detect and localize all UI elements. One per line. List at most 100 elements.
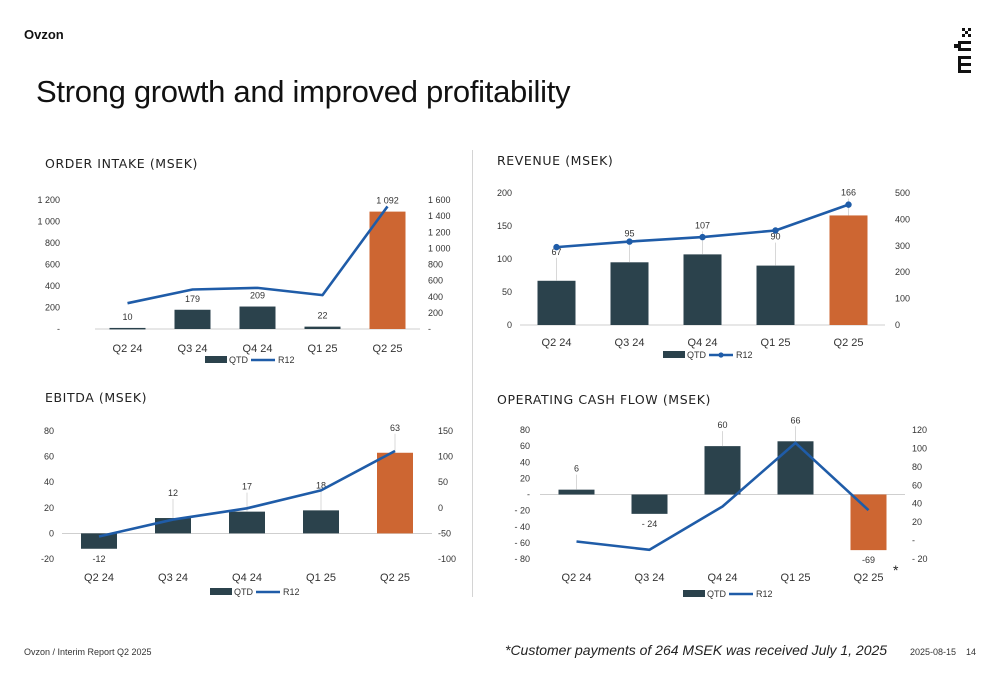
chart4-r12-line [576, 441, 870, 552]
chart4-bar-data-label: 6 [574, 464, 579, 474]
chart4-right-axis-tick: - 20 [912, 554, 928, 564]
chart2-right-axis-tick: 100 [895, 294, 910, 304]
chart1-right-axis-tick: 200 [428, 308, 443, 318]
chart3-left-axis-tick: 80 [44, 426, 54, 436]
chart4-right-axis-tick: 40 [912, 499, 922, 509]
chart1-right-axis-tick: 600 [428, 276, 443, 286]
chart2-r12-marker [699, 233, 706, 241]
chart1-legend-qtd-swatch [205, 356, 227, 363]
chart2-category-label: Q4 24 [688, 337, 718, 349]
chart4-bar [777, 441, 814, 495]
chart2-bar-data-label: 107 [695, 220, 710, 230]
chart1-category-label: Q1 25 [308, 343, 338, 355]
chart2-legend-qtd-label: QTD [687, 350, 706, 360]
q2-25-footnote-marker: * [893, 562, 899, 578]
chart2-bar [829, 215, 868, 325]
chart3-bar [81, 533, 117, 549]
chart2-right-axis-tick: 500 [895, 188, 910, 198]
chart2-bar-data-label: 95 [624, 228, 634, 238]
chart4-bar [558, 489, 595, 495]
chart1-left-axis-tick: 400 [45, 281, 60, 291]
chart2-legend-qtd-swatch [663, 351, 685, 358]
chart4-right-axis-tick: 60 [912, 480, 922, 490]
chart1-r12-line [127, 205, 389, 305]
brand-name: Ovzon [24, 27, 64, 42]
chart3-category-label: Q3 24 [158, 572, 188, 584]
chart4-legend-r12-label: R12 [756, 589, 773, 599]
chart1-left-axis-tick: 800 [45, 238, 60, 248]
chart3-left-axis-tick: 20 [44, 503, 54, 513]
operating-cash-flow-chart-title: OPERATING CASH FLOW (MSEK) [497, 392, 712, 407]
chart1-bar [109, 327, 146, 330]
chart3-left-axis-tick: 60 [44, 452, 54, 462]
chart1-right-axis-tick: 1 200 [428, 227, 451, 237]
chart2-category-label: Q1 25 [761, 337, 791, 349]
chart4-bar [704, 446, 741, 495]
chart3-bar [377, 452, 413, 534]
footer-report-name: Ovzon / Interim Report Q2 2025 [24, 647, 152, 657]
chart1-left-axis-tick: 200 [45, 303, 60, 313]
company-logo-icon [954, 28, 971, 73]
chart1-bar-data-label: 1 092 [376, 196, 399, 206]
chart3-legend-qtd-swatch [210, 588, 232, 595]
chart2-right-axis-tick: 400 [895, 214, 910, 224]
chart2-bar [537, 280, 576, 325]
chart2-bar [756, 265, 795, 325]
chart3-bar-data-label: 17 [242, 482, 252, 492]
chart2-legend-r12-marker [718, 352, 724, 358]
chart4-left-axis-tick: - 40 [514, 522, 530, 532]
chart2-bar-data-label: 67 [551, 247, 561, 257]
chart4-bar-data-label: -69 [862, 555, 875, 565]
chart2-right-axis-tick: 300 [895, 241, 910, 251]
chart3-category-label: Q1 25 [306, 572, 336, 584]
chart1-left-axis-tick: - [57, 324, 60, 334]
chart2-left-axis-tick: 100 [497, 254, 512, 264]
chart1-category-label: Q4 24 [243, 343, 273, 355]
chart4-right-axis-tick: 80 [912, 462, 922, 472]
chart2-right-axis-tick: 0 [895, 320, 900, 330]
chart3-left-axis-tick: 0 [49, 528, 54, 538]
chart4-legend-qtd-swatch [683, 590, 705, 597]
chart2-left-axis-tick: 150 [497, 221, 512, 231]
chart2-left-axis-tick: 0 [507, 320, 512, 330]
chart1-right-axis-tick: 800 [428, 260, 443, 270]
chart2-r12-marker [772, 227, 779, 234]
chart1-legend-r12-label: R12 [278, 355, 295, 365]
chart3-bar [229, 511, 265, 534]
chart3-right-axis-tick: 100 [438, 452, 453, 462]
chart1-bar-data-label: 22 [317, 311, 327, 321]
footer-footnote: *Customer payments of 264 MSEK was recei… [505, 642, 888, 658]
chart1-bar [174, 309, 211, 329]
chart4-right-axis-tick: 120 [912, 425, 927, 435]
chart4-right-axis-tick: 100 [912, 443, 927, 453]
chart3-legend-qtd-label: QTD [234, 587, 253, 597]
chart1-category-label: Q3 24 [178, 343, 208, 355]
chart1-bar [304, 326, 341, 329]
chart4-bar-data-label: - 24 [642, 519, 658, 529]
chart4-category-label: Q2 25 [854, 572, 884, 584]
chart2-bar [610, 262, 649, 325]
chart3-right-axis-tick: -100 [438, 554, 456, 564]
chart3-right-axis-tick: 0 [438, 503, 443, 513]
chart4-bar [850, 494, 887, 551]
chart1-bar-data-label: 10 [122, 312, 132, 322]
chart3-r12-line [98, 449, 396, 538]
chart4-right-axis-tick: - [912, 536, 915, 546]
chart3-bar-data-label: 12 [168, 488, 178, 498]
chart2-r12-marker [626, 238, 633, 245]
chart1-right-axis-tick: 1 600 [428, 195, 451, 205]
chart1-left-axis-tick: 600 [45, 260, 60, 270]
footer-date: 2025-08-15 [910, 647, 957, 657]
chart1-right-axis-tick: 1 400 [428, 211, 451, 221]
chart3-left-axis-tick: -20 [41, 554, 54, 564]
chart1-category-label: Q2 25 [373, 343, 403, 355]
page-title: Strong growth and improved profitability [36, 74, 571, 109]
chart4-bar-data-label: 60 [717, 420, 727, 430]
chart4-left-axis-tick: 20 [520, 473, 530, 483]
chart1-left-axis-tick: 1 000 [37, 217, 60, 227]
chart3-category-label: Q2 24 [84, 572, 114, 584]
ebitda-chart-title: EBITDA (MSEK) [45, 390, 148, 405]
chart4-legend-qtd-label: QTD [707, 589, 726, 599]
vertical-divider [472, 150, 473, 597]
